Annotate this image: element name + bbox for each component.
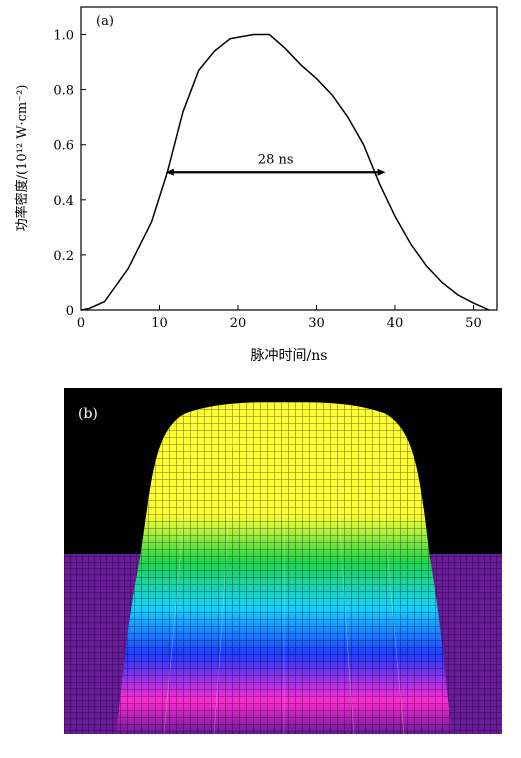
y-tick-label: 0.2: [53, 249, 74, 264]
x-axis-ticks: 0 10 20 30 40 50: [77, 305, 482, 331]
mesh-meridians: [163, 402, 405, 734]
surface-mesh: [116, 402, 452, 734]
x-tick-label: 20: [230, 316, 247, 331]
x-tick-label: 30: [308, 316, 325, 331]
x-tick-label: 40: [387, 316, 404, 331]
y-tick-label: 0.6: [53, 139, 74, 154]
y-axis-label: 功率密度/(10¹² W·cm⁻²): [14, 85, 30, 232]
y-tick-label: 0: [66, 304, 74, 319]
chart-a: 0 0.2 0.4 0.6 0.8 1.0 0 10 20 30 40 50 28 ns (a) 脉…: [14, 6, 498, 364]
x-axis-label: 脉冲时间/ns: [251, 348, 328, 364]
fwhm-arrow-head: [165, 168, 174, 176]
plot-frame: [80, 6, 498, 311]
panel-b-3d-surface: (b): [64, 388, 502, 734]
y-tick-label: 0.8: [53, 84, 74, 99]
fwhm-label: 28 ns: [258, 152, 294, 167]
x-tick-label: 50: [465, 316, 482, 331]
panel-label-b: (b): [78, 406, 98, 422]
fwhm-arrow-head: [377, 168, 386, 176]
fwhm-arrow: [165, 168, 386, 176]
panel-label-a: (a): [96, 14, 114, 29]
x-tick-label: 0: [77, 316, 85, 331]
y-tick-label: 0.4: [53, 194, 74, 209]
y-tick-label: 1.0: [53, 29, 74, 44]
x-tick-label: 10: [151, 316, 168, 331]
power-density-curve: [80, 33, 490, 311]
y-axis-ticks: 0 0.2 0.4 0.6 0.8 1.0: [53, 29, 86, 319]
